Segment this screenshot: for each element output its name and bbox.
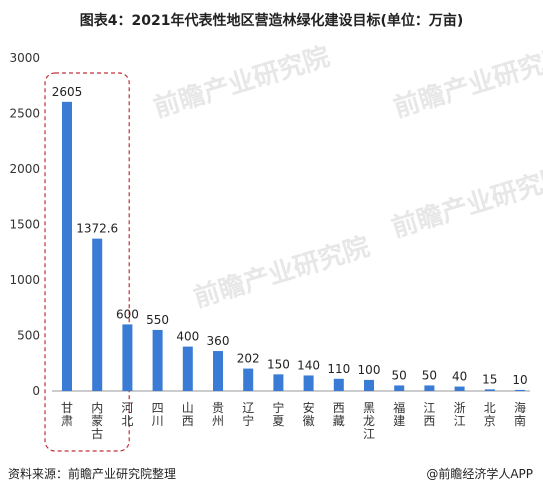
y-axis: 0 500 1000 1500 2000 2500 3000 (9, 51, 530, 398)
data-label: 10 (512, 373, 527, 387)
bar (62, 101, 72, 391)
category-label: 内蒙古 (91, 401, 103, 441)
data-labels: 2605 1372.6 600 550 400 360 202 150 140 110 100 50 5… (52, 85, 528, 387)
category-label: 宁夏 (272, 400, 284, 428)
y-tick-label: 1500 (9, 218, 40, 232)
data-label: 50 (392, 368, 407, 382)
data-label: 40 (452, 370, 467, 384)
data-label: 100 (358, 363, 381, 377)
category-label: 西藏 (333, 401, 345, 428)
y-tick-label: 3000 (9, 51, 40, 65)
category-label: 贵州 (212, 401, 224, 428)
category-label: 北京 (484, 401, 496, 428)
category-label: 四川 (152, 401, 164, 428)
chart-title: 图表4：2021年代表性地区营造林绿化建设目标(单位：万亩) (79, 13, 464, 29)
highlight-box (44, 72, 130, 452)
data-label: 140 (297, 358, 320, 372)
data-label: 50 (422, 368, 437, 382)
source-note: 资料来源：前瞻产业研究院整理 (8, 467, 177, 481)
category-label: 山西 (182, 401, 194, 428)
category-label: 海南 (514, 400, 526, 428)
data-label: 2605 (52, 85, 83, 99)
bar (92, 238, 103, 391)
bar (182, 346, 193, 391)
y-tick-label: 2500 (9, 107, 40, 121)
y-tick-label: 0 (32, 384, 40, 398)
bar (122, 324, 133, 391)
data-label: 202 (237, 352, 260, 366)
bar (243, 368, 254, 391)
brand-label: @前瞻经济学人APP (426, 467, 533, 481)
category-label: 江西 (423, 401, 435, 428)
bars (62, 101, 525, 391)
y-tick-label: 1000 (9, 273, 40, 287)
category-label: 浙江 (454, 401, 466, 428)
category-label: 辽宁 (242, 401, 254, 428)
category-label: 黑龙江 (363, 401, 375, 441)
data-label: 600 (116, 307, 139, 321)
data-label: 400 (176, 330, 199, 344)
category-label: 河北 (121, 401, 133, 428)
data-label: 15 (482, 372, 497, 386)
bar (515, 389, 525, 391)
bar (484, 389, 495, 391)
category-label: 甘肃 (61, 401, 73, 428)
bar (394, 385, 405, 391)
bar (454, 386, 465, 391)
data-label: 360 (207, 334, 230, 348)
category-label: 福建 (393, 400, 405, 428)
bar (333, 378, 344, 391)
bar (364, 379, 374, 391)
y-tick-label: 500 (17, 329, 40, 343)
y-tick-label: 2000 (9, 162, 40, 176)
data-label: 1372.6 (76, 222, 118, 236)
highlight-box-frame (44, 72, 130, 452)
data-label: 550 (146, 313, 169, 327)
bar (303, 375, 314, 391)
bar (152, 329, 163, 391)
category-label: 安徽 (303, 400, 315, 428)
bar (424, 385, 435, 391)
data-label: 150 (267, 357, 290, 371)
data-label: 110 (327, 362, 350, 376)
bar (213, 351, 223, 391)
bar (273, 374, 284, 391)
